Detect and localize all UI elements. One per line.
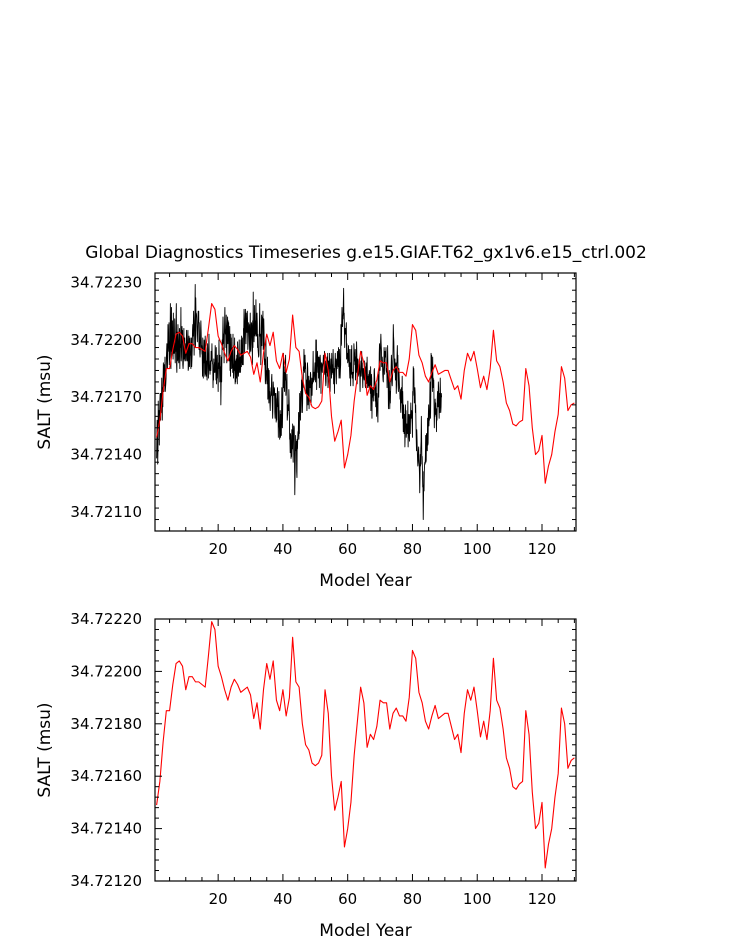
timeseries-panel-top: 20 40 60 80 100 120 34.72110 34.72140 34.72170 34…: [35, 272, 577, 591]
annual-series-line: [156, 303, 575, 484]
y-tick-label: 34.72180: [70, 715, 142, 733]
y-tick-label: 34.72120: [70, 872, 142, 890]
y-tick-label: 34.72140: [70, 446, 142, 464]
y-axis-label: SALT (msu): [35, 354, 55, 449]
y-tick-label: 34.72230: [70, 274, 142, 292]
chart-title: Global Diagnostics Timeseries g.e15.GIAF…: [85, 243, 647, 263]
x-tick-label: 60: [338, 890, 357, 908]
x-axis-label: Model Year: [319, 571, 411, 591]
y-tick-label: 34.72200: [70, 331, 142, 349]
annual-series-line: [156, 621, 575, 869]
y-axis-label: SALT (msu): [35, 702, 55, 797]
timeseries-panel-bottom: 20 40 60 80 100 120 34.72120 34.72140 34.72160 34…: [35, 610, 577, 941]
y-tick-label: 34.72200: [70, 662, 142, 680]
monthly-series-line: [156, 284, 443, 520]
y-tick-label: 34.72160: [70, 767, 142, 785]
x-tick-label: 40: [273, 540, 292, 558]
plot-frame: [154, 618, 577, 882]
x-axis-label: Model Year: [319, 921, 411, 941]
x-tick-label: 40: [273, 890, 292, 908]
x-tick-label: 100: [463, 540, 492, 558]
x-tick-label: 20: [209, 540, 228, 558]
y-tick-label: 34.72220: [70, 610, 142, 628]
x-tick-label: 100: [463, 890, 492, 908]
y-tick-label: 34.72140: [70, 820, 142, 838]
y-tick-label: 34.72110: [70, 503, 142, 521]
x-tick-label: 80: [403, 890, 422, 908]
x-tick-label: 120: [528, 540, 557, 558]
x-tick-label: 80: [403, 540, 422, 558]
x-tick-label: 60: [338, 540, 357, 558]
y-tick-label: 34.72170: [70, 388, 142, 406]
plot-frame: [154, 272, 577, 532]
x-tick-label: 120: [528, 890, 557, 908]
x-tick-label: 20: [209, 890, 228, 908]
